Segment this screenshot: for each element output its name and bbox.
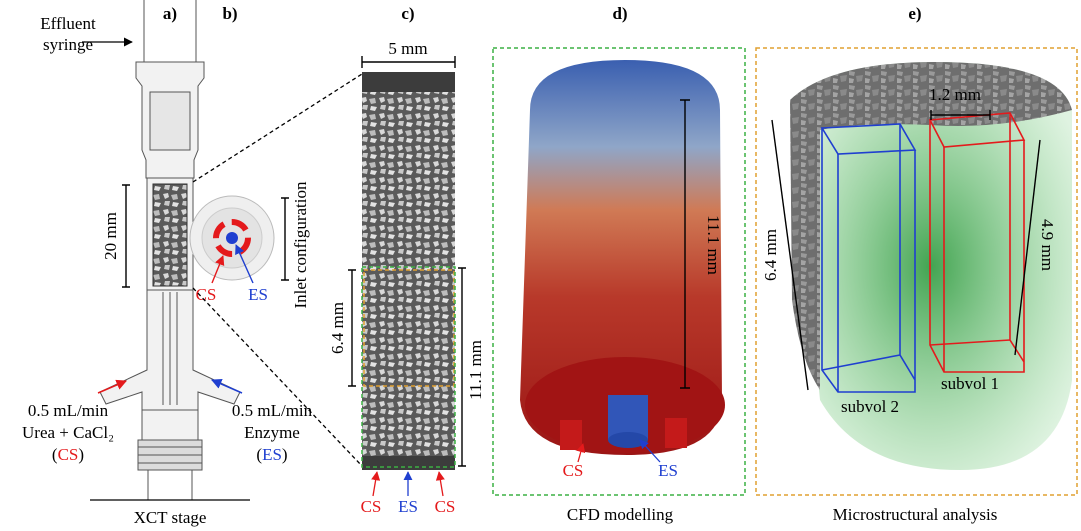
pore-cloud [790, 62, 1072, 470]
height-label: 6.4 mm [761, 229, 780, 281]
dimension [348, 269, 356, 387]
dimension [1014, 139, 1041, 356]
subvolume-label: subvol 2 [841, 397, 899, 416]
panel-label: b) [222, 4, 237, 23]
panel-label: e) [908, 4, 921, 23]
paren: ( [52, 445, 58, 464]
subvolume-box [363, 269, 455, 387]
cs-inlet [665, 418, 687, 448]
code: ES [262, 445, 282, 464]
panel-frame [755, 47, 1078, 496]
inlet-code: (CS) [52, 445, 84, 464]
panel-label: d) [612, 4, 627, 23]
panel-a: a) Effluent syringe XCT stage 20 mm 0.5 … [22, 0, 313, 527]
caption: Microstructural analysis [833, 505, 998, 524]
arrow [371, 471, 381, 497]
panel-e: e) 1.2 mm 6.4 mm 4.9 mm subvol 2 subvol … [755, 4, 1078, 524]
panel-label: c) [401, 4, 414, 23]
inlet-arrow [211, 378, 243, 394]
es-inlet [608, 432, 648, 448]
cs-inlet [213, 219, 251, 257]
es-inlet [226, 232, 238, 244]
dimension [771, 119, 809, 391]
cs-label: CS [196, 285, 217, 304]
height-label: 4.9 mm [1038, 219, 1057, 271]
panel-b: b) CS ES Inlet configuration [189, 4, 363, 467]
solution: Urea + CaCl₂ [22, 423, 114, 442]
zoom-line [192, 287, 363, 467]
dimension [458, 267, 466, 467]
dimension [680, 99, 690, 389]
arrow [211, 255, 225, 284]
flow-rate: 0.5 mL/min [232, 401, 313, 420]
column-device-part [149, 91, 191, 151]
solid-shell [790, 62, 1072, 390]
height-label: 6.4 mm [328, 302, 347, 354]
height-label: 11.1 mm [704, 215, 723, 275]
cap [362, 456, 455, 470]
subvolume-1-box-part [929, 339, 1011, 346]
column-device [99, 0, 241, 500]
effluent-label: Effluent [40, 14, 96, 33]
paren: ) [282, 445, 288, 464]
column-device-part [141, 409, 199, 441]
stage-label: XCT stage [134, 508, 207, 527]
inlet-label: CS [361, 497, 382, 516]
height-label: 11.1 mm [466, 340, 485, 400]
panel-frame [492, 47, 746, 496]
subvolume-label: subvol 1 [941, 374, 999, 393]
es-label: ES [248, 285, 268, 304]
column-device-part [152, 183, 188, 287]
dimension [930, 110, 991, 120]
zoom-line [192, 73, 363, 183]
flow-rate: 0.5 mL/min [28, 401, 109, 420]
paren: ) [78, 445, 84, 464]
arrow [235, 244, 254, 284]
dimension [361, 56, 456, 68]
solution: Enzyme [244, 423, 300, 442]
subvolume-2-box [820, 123, 917, 393]
width-label: 5 mm [388, 39, 427, 58]
arrow [576, 443, 586, 463]
code: CS [58, 445, 79, 464]
caption: Inlet configuration [291, 181, 310, 308]
panel-d: d) 11.1 mm CS ES CFD modelling [492, 4, 746, 524]
arrow [639, 439, 661, 463]
arrow [435, 471, 445, 497]
panel-label: a) [163, 4, 177, 23]
cfd-cylinder [520, 60, 722, 455]
effluent-label: syringe [43, 35, 93, 54]
inlet-code: (ES) [256, 445, 287, 464]
dimension [122, 184, 130, 288]
paren: ( [256, 445, 262, 464]
cs-label: CS [563, 461, 584, 480]
inlet-arrow [97, 379, 127, 394]
cap [362, 72, 455, 92]
bracket [281, 197, 289, 281]
cs-inlet [560, 420, 582, 450]
length-label: 20 mm [101, 212, 120, 260]
domain-box [361, 266, 456, 468]
inlet-label: ES [398, 497, 418, 516]
panel-c: c) 5 mm 6.4 mm 11.1 mm CS ES CS [328, 4, 485, 516]
caption: CFD modelling [567, 505, 674, 524]
subvolume-2-box-part [821, 354, 901, 371]
inlet-label: CS [435, 497, 456, 516]
width-label: 1.2 mm [929, 85, 981, 104]
es-label: ES [658, 461, 678, 480]
